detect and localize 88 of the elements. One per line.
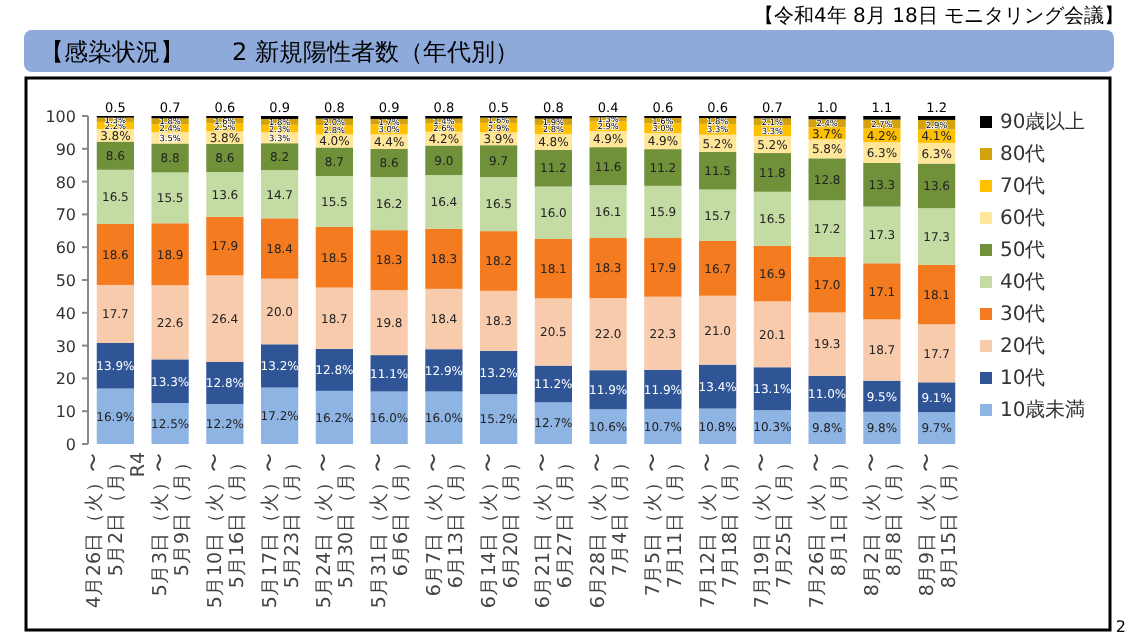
bar (644, 296, 682, 370)
bar (425, 288, 463, 350)
bar (699, 240, 737, 296)
y-tick-label: 10 (55, 403, 76, 422)
y-tick-label: 60 (55, 239, 76, 258)
bar (370, 177, 408, 231)
bar (699, 151, 737, 190)
text: 【令和4年 8月 18日 モニタリング会議】 (754, 4, 1124, 28)
bar (206, 216, 244, 276)
bar (96, 223, 134, 285)
bar (863, 263, 901, 320)
bar (151, 172, 189, 224)
y-tick-label: 100 (45, 108, 76, 126)
legend-label: 70代 (1000, 176, 1046, 198)
bar (589, 185, 627, 239)
bar (534, 298, 572, 366)
bar (534, 186, 572, 239)
bar (96, 169, 134, 224)
bar (370, 290, 408, 356)
bar (425, 349, 463, 392)
bar (589, 238, 627, 299)
y-tick-label: 40 (55, 304, 76, 323)
bar (918, 264, 956, 325)
legend-label: 90歳以上 (1000, 110, 1086, 134)
bar (370, 355, 408, 392)
bar (753, 301, 791, 368)
y-tick-label: 30 (55, 337, 76, 356)
bar (315, 147, 353, 177)
bar (480, 145, 518, 178)
bar (808, 256, 846, 313)
bar (261, 170, 299, 219)
bar (918, 163, 956, 209)
bar (699, 295, 737, 365)
bar (261, 278, 299, 345)
bar (808, 312, 846, 376)
bar (315, 390, 353, 444)
bar (863, 206, 901, 264)
y-tick-label: 80 (55, 173, 76, 192)
bar (261, 387, 299, 444)
y-tick-label: 70 (55, 206, 76, 225)
legend-label: 30代 (1000, 304, 1046, 326)
bar (261, 218, 299, 279)
bar (863, 319, 901, 381)
legend-label: 20代 (1000, 336, 1046, 358)
bar (425, 228, 463, 289)
bar (480, 231, 518, 291)
bar (534, 149, 572, 187)
legend-label: 60代 (1000, 208, 1046, 230)
bar (644, 238, 682, 297)
title: 【感染状況】 2 新規陽性者数（年代別） (40, 38, 519, 66)
bar (753, 153, 791, 192)
bar (96, 284, 134, 343)
text: 2 (1115, 618, 1126, 636)
legend-label: 10代 (1000, 368, 1046, 390)
bar (753, 191, 791, 246)
bar (480, 177, 518, 232)
bar (151, 285, 189, 360)
bar (863, 162, 901, 207)
bar (151, 223, 189, 286)
y-tick-label: 20 (55, 370, 76, 389)
bar (644, 149, 682, 186)
bar (589, 147, 627, 186)
y-tick-label: 50 (55, 272, 76, 290)
bar (808, 158, 846, 201)
legend-label: 10歳未満 (1000, 398, 1086, 422)
bar (370, 230, 408, 291)
bar (699, 189, 737, 241)
bar (206, 275, 244, 362)
bar (206, 172, 244, 217)
legend-label: 40代 (1000, 272, 1046, 294)
bar (315, 287, 353, 349)
bar (480, 394, 518, 444)
bar (918, 324, 956, 383)
legend-label: 50代 (1000, 240, 1046, 262)
y-tick-label: 0 (65, 436, 76, 454)
legend-label: 80代 (1000, 144, 1046, 166)
bar (753, 245, 791, 302)
bar (534, 239, 572, 299)
bar (808, 200, 846, 257)
bar (261, 143, 299, 171)
bar (644, 185, 682, 239)
y-tick-label: 90 (55, 140, 76, 159)
bar (480, 290, 518, 351)
bar (918, 208, 956, 265)
bar (315, 226, 353, 288)
bar (315, 176, 353, 227)
bar (425, 175, 463, 229)
bar (589, 298, 627, 371)
